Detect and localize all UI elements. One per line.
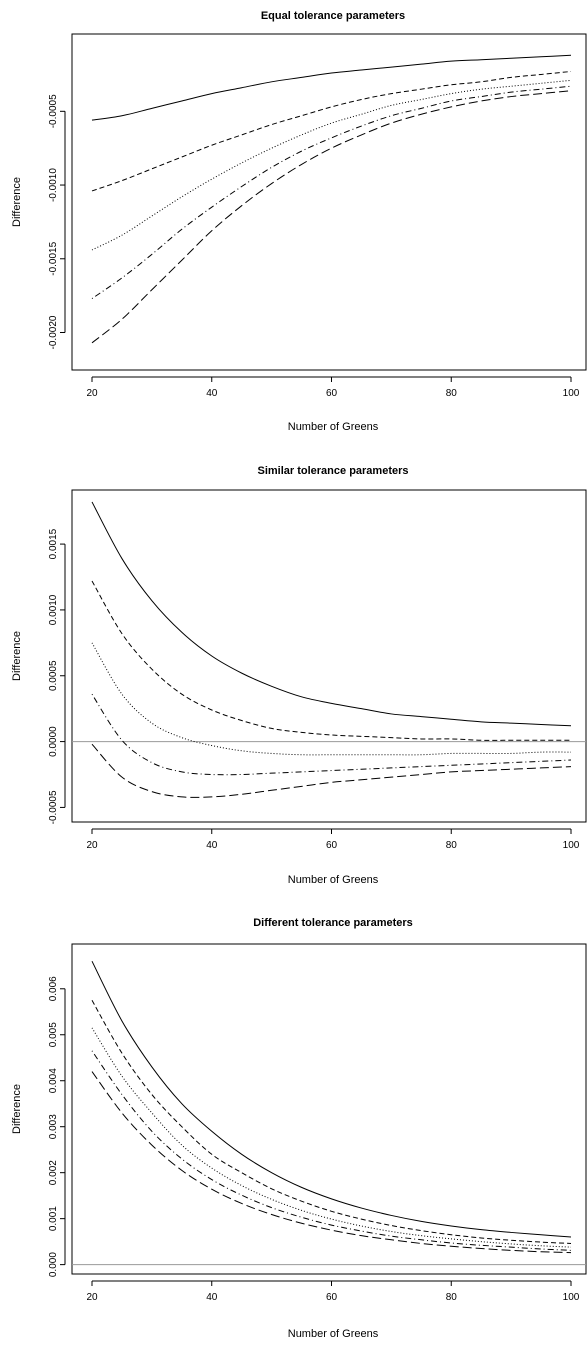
x-tick-label: 80	[446, 840, 458, 851]
series-line-2-dashed	[91, 580, 571, 741]
x-tick-label: 40	[206, 840, 218, 851]
y-axis-label: Difference	[11, 1084, 23, 1134]
chart-panel-3: Different tolerance parameters 20 40 60 80 10…	[11, 917, 587, 1340]
series-line-1-solid	[91, 54, 572, 121]
plot-frame	[71, 943, 587, 1275]
y-axis-label: Difference	[11, 177, 23, 227]
y-axis-label: Difference	[11, 631, 23, 681]
series-line-3-dotted	[91, 642, 572, 756]
y-tick-label: 0.0010	[48, 594, 59, 625]
y-tick-label: 0.0000	[48, 726, 59, 757]
series-line-5-longdash	[91, 1071, 572, 1254]
x-tick-label: 40	[206, 1292, 218, 1303]
series-line-1-solid	[91, 960, 572, 1238]
series-line-4-dotdash	[91, 693, 572, 776]
y-tick-label: 0.005	[48, 1022, 59, 1047]
chart-title: Equal tolerance parameters	[261, 10, 405, 22]
series-line-2-dashed	[91, 1000, 572, 1244]
y-tick-label: -0.0020	[48, 315, 59, 349]
y-tick-label: 0.006	[48, 976, 59, 1001]
series-line-5-longdash	[91, 90, 572, 344]
x-axis-label: Number of Greens	[288, 874, 379, 886]
x-axis-label: Number of Greens	[288, 421, 379, 433]
x-tick-label: 100	[563, 1292, 580, 1303]
x-tick-label: 60	[326, 1292, 338, 1303]
x-tick-label: 80	[446, 388, 458, 399]
series-line-3-dotted	[91, 1027, 572, 1248]
x-tick-label: 60	[326, 840, 338, 851]
y-tick-label: -0.0010	[48, 168, 59, 202]
chart-panel-1: Equal tolerance parameters 20 40 60 80 100 Num…	[11, 10, 587, 433]
chart-title: Different tolerance parameters	[253, 917, 413, 929]
y-tick-label: -0.0005	[48, 94, 59, 128]
x-tick-label: 20	[86, 388, 98, 399]
x-tick-label: 80	[446, 1292, 458, 1303]
x-tick-label: 100	[563, 388, 580, 399]
y-tick-label: 0.0015	[48, 528, 59, 559]
x-tick-label: 20	[86, 840, 98, 851]
y-tick-label: 0.004	[48, 1068, 59, 1093]
y-tick-label: 0.0005	[48, 660, 59, 691]
x-tick-label: 40	[206, 388, 218, 399]
chart-title: Similar tolerance parameters	[257, 465, 408, 477]
y-tick-label: 0.001	[48, 1206, 59, 1231]
y-tick-label: 0.002	[48, 1160, 59, 1185]
series-line-2-dashed	[91, 70, 572, 192]
x-axis-label: Number of Greens	[288, 1328, 379, 1340]
series-line-4-dotdash	[91, 85, 572, 300]
plot-frame	[71, 489, 587, 823]
plot-frame	[71, 33, 587, 371]
x-tick-label: 60	[326, 388, 338, 399]
y-tick-label: 0.003	[48, 1114, 59, 1139]
x-tick-label: 20	[86, 1292, 98, 1303]
series-line-4-dotdash	[91, 1050, 572, 1251]
series-line-5-longdash	[91, 743, 572, 798]
chart-panel-2: Similar tolerance parameters 20 40 60 80 100 N…	[11, 465, 587, 886]
x-tick-label: 100	[563, 840, 580, 851]
y-tick-label: -0.0005	[48, 790, 59, 824]
series-line-1-solid	[91, 501, 572, 727]
y-tick-label: 0.000	[48, 1252, 59, 1277]
y-tick-label: -0.0015	[48, 241, 59, 275]
